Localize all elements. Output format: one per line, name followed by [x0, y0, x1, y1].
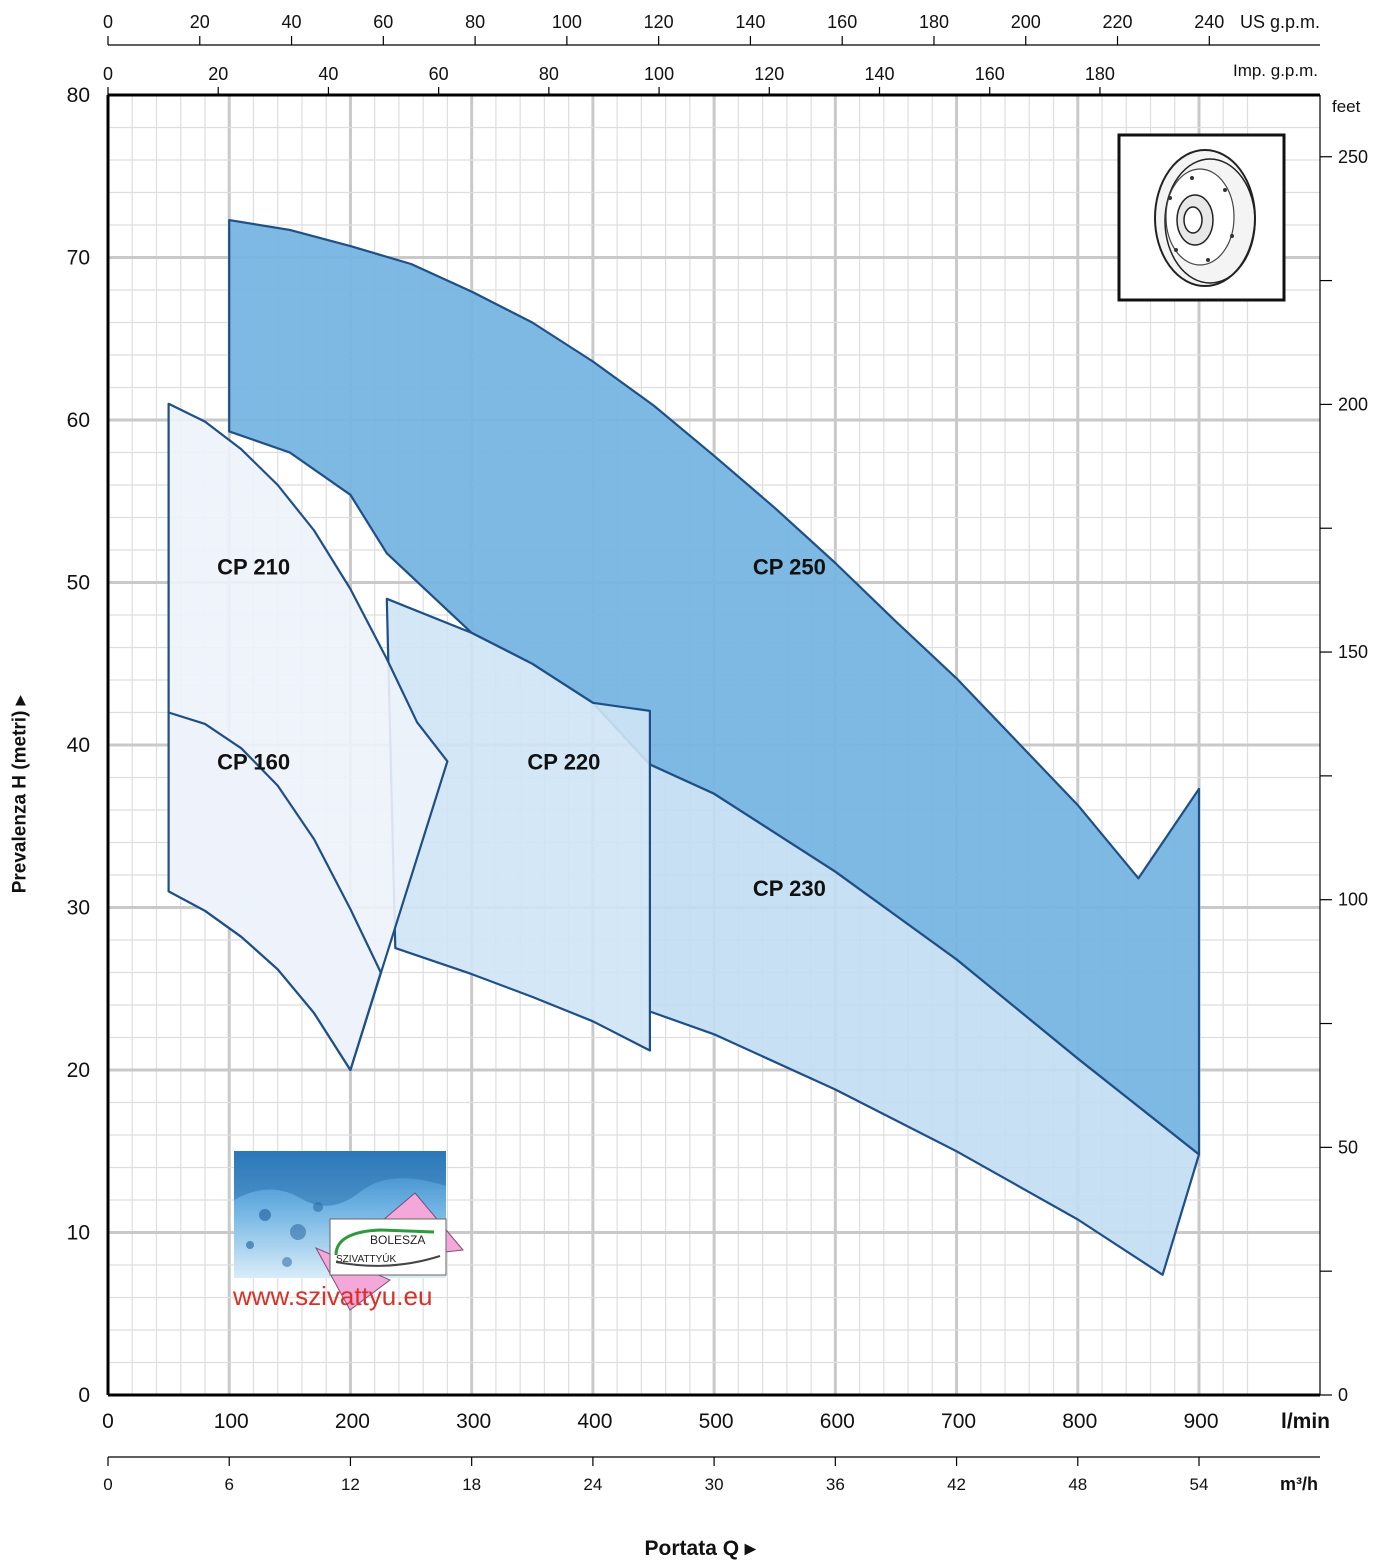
feet-tick-label: 0 [1338, 1385, 1348, 1405]
brand-line2: SZIVATTYÚK [336, 1252, 397, 1265]
us-gpm-tick-label: 80 [465, 12, 485, 32]
imp-gpm-tick-label: 40 [318, 64, 338, 84]
region-labels: CP 210 CP 160 CP 220 CP 250 CP 230 [217, 554, 826, 901]
region-label: CP 230 [753, 876, 826, 901]
m3h-tick-label: 6 [224, 1475, 233, 1494]
x-tick-label: 300 [456, 1410, 491, 1433]
m3h-tick-label: 36 [826, 1475, 845, 1494]
us-gpm-tick-label: 240 [1194, 12, 1224, 32]
m3h-tick-label: 42 [947, 1475, 966, 1494]
watermark-logo: BOLESZA SZIVATTYÚK [234, 1151, 464, 1311]
m3h-tick-label: 18 [462, 1475, 481, 1494]
imp-gpm-tick-label: 140 [864, 64, 894, 84]
x-tick-label: 400 [577, 1410, 612, 1433]
feet-tick-label: 100 [1338, 890, 1368, 910]
watermark-url: www.szivattyu.eu [233, 1281, 433, 1311]
us-gpm-unit-label: US g.p.m. [1240, 12, 1320, 32]
imp-gpm-tick-label: 80 [539, 64, 559, 84]
imp-gpm-tick-label: 100 [644, 64, 674, 84]
feet-unit-label: feet [1332, 97, 1361, 116]
imp-gpm-unit-label: Imp. g.p.m. [1233, 61, 1318, 80]
y-tick-label: 30 [67, 897, 90, 920]
series-cp-220 [385, 597, 651, 1052]
y-tick-label: 20 [67, 1059, 90, 1082]
y-tick-label: 70 [67, 247, 90, 270]
y-tick-label: 10 [67, 1222, 90, 1245]
imp-gpm-tick-label: 180 [1085, 64, 1115, 84]
us-gpm-tick-label: 200 [1011, 12, 1041, 32]
imp-gpm-tick-label: 120 [754, 64, 784, 84]
m3h-tick-label: 48 [1068, 1475, 1087, 1494]
us-gpm-tick-label: 0 [103, 12, 113, 32]
us-gpm-tick-label: 140 [735, 12, 765, 32]
x-tick-label: 800 [1062, 1410, 1097, 1433]
x-tick-label: 600 [820, 1410, 855, 1433]
us-gpm-tick-label: 180 [919, 12, 949, 32]
y-tick-label: 0 [78, 1384, 90, 1407]
y-tick-label: 40 [67, 734, 90, 757]
x-tick-label: 0 [102, 1410, 114, 1433]
series-areas [167, 219, 1201, 1276]
us-gpm-tick-label: 120 [644, 12, 674, 32]
region-label: CP 250 [753, 554, 826, 579]
us-gpm-tick-label: 40 [282, 12, 302, 32]
region-label: CP 220 [527, 749, 600, 774]
us-gpm-tick-label: 20 [190, 12, 210, 32]
region-label: CP 160 [217, 749, 290, 774]
imp-gpm-tick-label: 20 [208, 64, 228, 84]
m3h-tick-label: 12 [341, 1475, 360, 1494]
feet-tick-label: 200 [1338, 394, 1368, 414]
m3h-tick-label: 24 [583, 1475, 602, 1494]
x-tick-label: 900 [1183, 1410, 1218, 1433]
m3h-tick-label: 54 [1190, 1475, 1209, 1494]
x-tick-label: 700 [941, 1410, 976, 1433]
imp-gpm-tick-label: 160 [975, 64, 1005, 84]
y-tick-label: 50 [67, 572, 90, 595]
y-tick-label: 60 [67, 409, 90, 432]
y-axis-label: Prevalenza H (metri) ▸ [9, 695, 31, 894]
x-tick-label: 100 [214, 1410, 249, 1433]
imp-gpm-tick-label: 0 [103, 64, 113, 84]
m3h-tick-label: 30 [705, 1475, 724, 1494]
m3h-unit-label: m³/h [1280, 1474, 1318, 1494]
us-gpm-tick-label: 220 [1103, 12, 1133, 32]
series-cp-230 [648, 763, 1201, 1276]
impeller-icon [1117, 133, 1286, 302]
x-axis-label: Portata Q ▸ [644, 1537, 756, 1560]
feet-tick-label: 250 [1338, 147, 1368, 167]
us-gpm-tick-label: 160 [827, 12, 857, 32]
feet-tick-label: 150 [1338, 642, 1368, 662]
us-gpm-tick-label: 60 [373, 12, 393, 32]
y-tick-label: 80 [67, 84, 90, 107]
feet-tick-label: 50 [1338, 1137, 1358, 1157]
brand-line1: BOLESZA [370, 1233, 425, 1247]
x-tick-label: 500 [699, 1410, 734, 1433]
x-tick-label: 200 [335, 1410, 370, 1433]
us-gpm-tick-label: 100 [552, 12, 582, 32]
imp-gpm-tick-label: 60 [429, 64, 449, 84]
x-unit-label: l/min [1281, 1410, 1330, 1433]
m3h-tick-label: 0 [103, 1475, 112, 1494]
series-cp-160 [167, 711, 382, 1072]
region-label: CP 210 [217, 554, 290, 579]
